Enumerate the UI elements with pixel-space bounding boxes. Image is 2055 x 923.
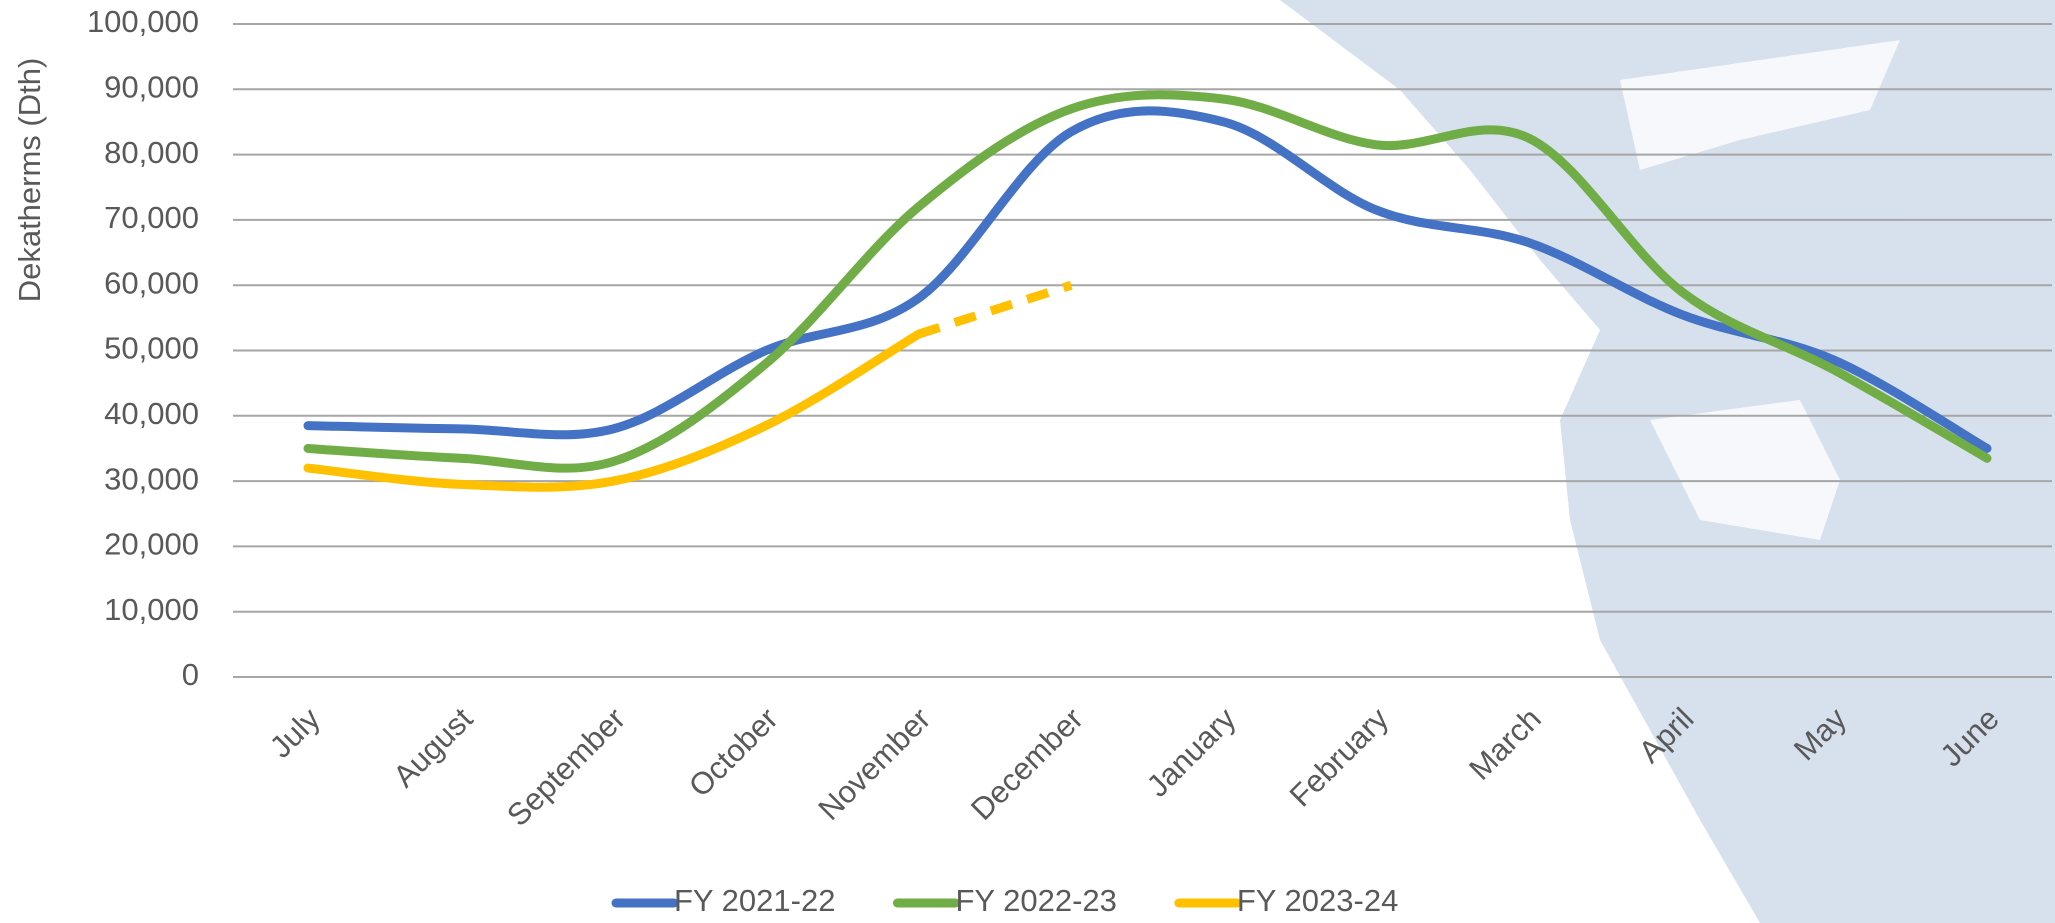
- x-tick-label: February: [1283, 701, 1396, 814]
- x-tick-label: December: [964, 701, 1090, 827]
- x-tick-label: August: [386, 701, 479, 794]
- y-tick-label: 60,000: [104, 265, 199, 300]
- y-tick-label: 90,000: [104, 69, 199, 104]
- x-tick-label: January: [1140, 701, 1243, 804]
- x-tick-label: November: [811, 701, 937, 827]
- map-background: [1280, 0, 2055, 923]
- y-tick-label: 70,000: [104, 200, 199, 235]
- y-tick-label: 30,000: [104, 461, 199, 496]
- series-line: [919, 285, 1072, 334]
- y-tick-label: 40,000: [104, 396, 199, 431]
- x-tick-label: March: [1462, 701, 1548, 787]
- legend-label: FY 2022-23: [955, 883, 1116, 918]
- legend-label: FY 2021-22: [674, 883, 835, 918]
- y-tick-label: 50,000: [104, 331, 199, 366]
- y-tick-label: 80,000: [104, 135, 199, 170]
- x-tick-label: September: [500, 701, 632, 833]
- chart: Dekatherms (Dth) 0 10,000 20,000 30,000 40,0…: [0, 0, 2055, 923]
- y-tick-label: 0: [182, 657, 199, 692]
- y-tick-label: 100,000: [87, 4, 199, 39]
- x-tick-label: July: [263, 701, 327, 765]
- y-tick-label: 20,000: [104, 527, 199, 562]
- y-tick-label: 10,000: [104, 592, 199, 627]
- y-axis-title: Dekatherms (Dth): [12, 58, 47, 303]
- legend-label: FY 2023-24: [1237, 883, 1398, 918]
- x-tick-label: October: [682, 701, 785, 804]
